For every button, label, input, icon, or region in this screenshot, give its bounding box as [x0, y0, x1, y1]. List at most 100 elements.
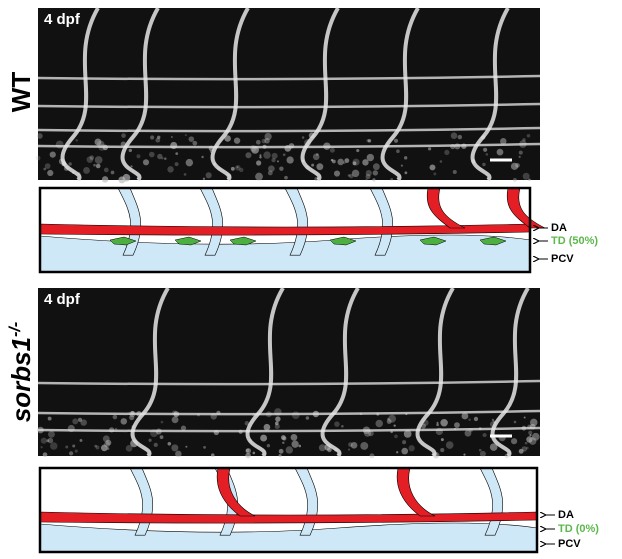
- texture: [458, 135, 462, 139]
- texture: [245, 152, 251, 158]
- texture: [256, 160, 261, 165]
- texture: [519, 151, 523, 155]
- texture: [298, 445, 301, 448]
- texture: [474, 417, 478, 421]
- texture: [184, 173, 187, 176]
- texture: [331, 159, 334, 162]
- texture: [511, 438, 517, 444]
- texture: [43, 452, 48, 457]
- texture: [75, 450, 78, 453]
- texture: [401, 165, 403, 167]
- texture: [429, 164, 435, 170]
- texture: [160, 435, 164, 439]
- texture: [80, 439, 83, 442]
- texture: [291, 434, 298, 441]
- texture: [102, 176, 108, 182]
- texture: [441, 438, 444, 441]
- texture: [527, 134, 531, 138]
- texture: [175, 451, 182, 458]
- texture: [65, 446, 68, 449]
- texture: [268, 165, 275, 172]
- texture: [83, 167, 90, 174]
- texture: [69, 451, 73, 455]
- texture: [436, 422, 438, 424]
- texture: [497, 149, 504, 156]
- texture: [50, 442, 57, 449]
- texture: [94, 445, 97, 448]
- texture: [356, 149, 359, 152]
- texture: [334, 171, 340, 177]
- texture: [334, 421, 340, 427]
- texture: [344, 158, 349, 163]
- texture: [264, 133, 271, 140]
- texture: [148, 439, 151, 442]
- texture: [255, 173, 263, 181]
- texture: [279, 449, 284, 454]
- texture: [409, 445, 415, 451]
- texture: [41, 446, 43, 448]
- texture: [529, 437, 537, 445]
- texture: [118, 176, 125, 183]
- texture: [175, 152, 178, 155]
- texture: [50, 152, 56, 158]
- texture: [387, 418, 390, 421]
- annotation: PCV: [551, 253, 574, 265]
- texture: [87, 156, 94, 163]
- texture: [93, 164, 96, 167]
- texture: [130, 165, 132, 167]
- texture: [253, 452, 256, 455]
- image-label: 4 dpf: [44, 11, 81, 28]
- texture: [373, 170, 378, 175]
- texture: [348, 174, 351, 177]
- texture: [366, 139, 369, 142]
- texture: [302, 136, 305, 139]
- texture: [523, 173, 530, 180]
- texture: [175, 162, 179, 166]
- texture: [511, 163, 518, 170]
- texture: [433, 172, 436, 175]
- texture: [486, 153, 489, 156]
- texture: [316, 163, 323, 170]
- texture: [171, 444, 178, 451]
- texture: [327, 448, 331, 452]
- texture: [444, 150, 449, 155]
- texture: [157, 136, 160, 139]
- texture: [528, 431, 532, 435]
- texture: [348, 449, 350, 451]
- texture: [143, 159, 149, 165]
- texture: [46, 439, 49, 442]
- texture: [286, 446, 293, 453]
- texture: [203, 178, 205, 180]
- texture: [104, 168, 109, 173]
- texture: [264, 424, 271, 431]
- texture: [72, 418, 78, 424]
- texture: [206, 172, 212, 178]
- texture: [168, 442, 172, 446]
- texture: [161, 421, 164, 424]
- texture: [482, 163, 485, 166]
- texture: [401, 448, 408, 455]
- texture: [393, 424, 395, 426]
- texture: [75, 139, 77, 141]
- texture: [365, 179, 367, 181]
- annotation: PCV: [558, 538, 581, 550]
- texture: [341, 425, 344, 428]
- texture: [522, 446, 527, 451]
- texture: [186, 159, 193, 166]
- texture: [463, 454, 465, 456]
- texture: [394, 435, 398, 439]
- texture: [78, 418, 82, 422]
- texture: [404, 156, 407, 159]
- texture: [48, 417, 52, 421]
- texture: [279, 454, 282, 457]
- texture: [262, 139, 267, 144]
- texture: [306, 416, 310, 420]
- texture: [330, 148, 335, 153]
- panel-label: WT: [6, 72, 36, 113]
- texture: [150, 135, 154, 139]
- micrograph: [36, 8, 540, 183]
- texture: [311, 164, 314, 167]
- genotype-sup: -/-: [7, 322, 24, 337]
- texture: [524, 417, 526, 419]
- texture: [279, 167, 283, 171]
